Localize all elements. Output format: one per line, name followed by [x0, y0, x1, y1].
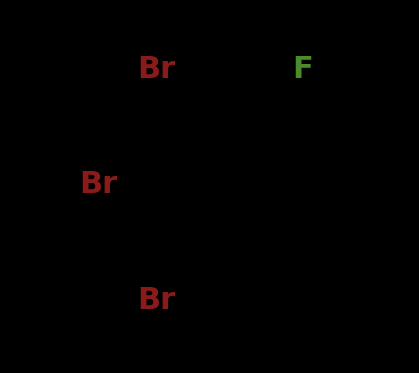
Text: Br: Br [137, 54, 176, 84]
Text: Br: Br [79, 170, 117, 199]
Text: F: F [292, 54, 313, 84]
Text: Br: Br [137, 286, 176, 315]
